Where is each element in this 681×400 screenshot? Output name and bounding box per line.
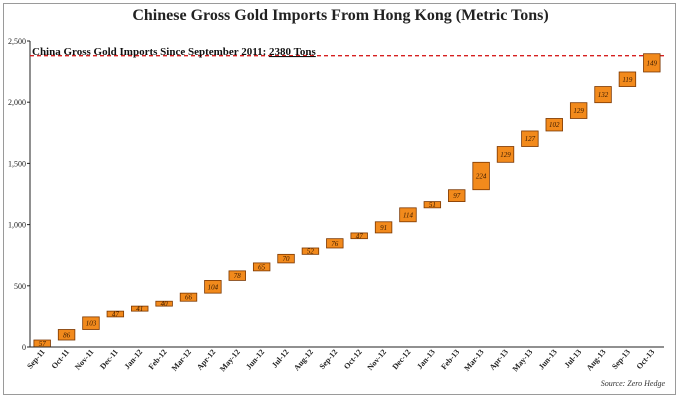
y-tick-label: 500	[14, 282, 26, 291]
annotation-label: China Gross Gold Imports Since September…	[32, 46, 269, 58]
waterfall-bar	[106, 310, 125, 318]
x-tick-label: Oct-11	[50, 348, 71, 371]
bar-value-label: 65	[258, 263, 266, 271]
bar-value-label: 104	[208, 283, 219, 291]
x-tick-label: Mar-12	[170, 348, 193, 373]
x-tick-label: Aug-12	[292, 348, 315, 373]
bar-value-label: 40	[161, 300, 169, 308]
bar-value-label: 51	[429, 201, 436, 209]
x-tick-label: Nov-11	[73, 348, 95, 372]
waterfall-bar	[618, 71, 637, 87]
bar-value-label: 129	[573, 107, 584, 115]
x-tick-label: Dec-12	[390, 348, 412, 372]
x-tick-label: May-13	[511, 348, 535, 374]
x-tick-label: Oct-13	[635, 348, 657, 371]
x-tick-label: Oct-12	[342, 348, 364, 371]
source-note: Source: Zero Hedge	[601, 379, 666, 388]
bar-value-label: 103	[86, 320, 97, 328]
x-tick-label: Jan-12	[123, 348, 145, 371]
x-tick-label: Jan-13	[415, 348, 437, 371]
y-tick-label: 0	[22, 343, 26, 352]
x-tick-label: Dec-11	[98, 348, 120, 371]
waterfall-bar	[131, 305, 149, 312]
waterfall-bar	[301, 247, 320, 255]
annotation-value: 2380 Tons	[269, 46, 316, 58]
waterfall-bar	[448, 189, 466, 202]
x-tick-label: Mar-13	[462, 348, 485, 373]
bar-value-label: 47	[112, 311, 120, 319]
chart-frame	[3, 3, 676, 395]
waterfall-bar	[374, 221, 393, 234]
bar-value-label: 91	[380, 224, 387, 232]
waterfall-bar	[545, 118, 563, 132]
bar-value-label: 70	[283, 255, 291, 263]
waterfall-bar	[155, 300, 173, 307]
x-axis: Sep-11 Oct-11 Nov-11 Dec-11 Jan-12 Feb-12 Mar-…	[25, 346, 664, 374]
x-tick-label: Jul-13	[563, 348, 584, 370]
bar-value-label: 114	[403, 211, 413, 219]
waterfall-bar	[82, 316, 100, 330]
chart-title: Chinese Gross Gold Imports From Hong Kon…	[132, 7, 549, 24]
waterfall-bar	[57, 329, 76, 341]
x-tick-label: Apr-13	[488, 348, 510, 372]
x-tick-label: Sep-12	[318, 348, 340, 371]
bars-group: 57 86 103 47 41 40 66 104 78 65 70 52 76 47 91 114 51 97 2…	[33, 53, 661, 348]
bar-value-label: 86	[63, 331, 71, 339]
bar-value-label: 66	[185, 294, 193, 302]
bar-value-label: 132	[598, 91, 609, 99]
bar-value-label: 129	[500, 151, 511, 159]
waterfall-bar	[423, 201, 442, 209]
y-tick-label: 1,000	[8, 221, 26, 230]
bar-value-label: 97	[453, 192, 461, 200]
bar-value-label: 57	[39, 340, 47, 348]
waterfall-bar	[521, 130, 539, 147]
y-tick-label: 2,500	[8, 37, 26, 46]
x-tick-label: Jun-13	[537, 348, 559, 372]
bar-value-label: 119	[622, 76, 632, 84]
y-axis: 0 500 1,000 1,500 2,000 2,500	[8, 37, 31, 352]
waterfall-bar	[496, 146, 515, 163]
bar-value-label: 76	[331, 240, 339, 248]
waterfall-bar	[569, 102, 588, 119]
x-tick-label: Apr-12	[195, 348, 217, 372]
waterfall-bar	[277, 253, 295, 264]
x-tick-label: Feb-12	[147, 348, 169, 372]
bar-value-label: 52	[307, 248, 315, 256]
bar-value-label: 41	[136, 305, 143, 313]
annotation-text: China Gross Gold Imports Since September…	[32, 46, 317, 58]
y-tick-label: 2,000	[8, 98, 26, 107]
x-tick-label: Aug-13	[585, 348, 608, 373]
waterfall-bar	[252, 262, 271, 272]
x-tick-label: Feb-13	[439, 348, 461, 372]
waterfall-bar	[326, 238, 344, 249]
bar-value-label: 47	[356, 232, 364, 240]
bar-value-label: 149	[647, 59, 658, 67]
x-tick-label: Nov-12	[365, 348, 388, 373]
bar-value-label: 127	[525, 135, 536, 143]
waterfall-bar	[594, 86, 612, 104]
x-tick-label: Sep-11	[25, 348, 46, 371]
x-tick-label: May-12	[218, 348, 242, 374]
waterfall-bar	[228, 270, 246, 281]
waterfall-bar	[399, 207, 417, 223]
x-tick-label: Jun-12	[244, 348, 266, 372]
bar-value-label: 78	[234, 272, 242, 280]
waterfall-bar	[472, 161, 490, 191]
x-tick-label: Sep-13	[610, 348, 632, 371]
waterfall-bar	[179, 292, 198, 302]
waterfall-bar	[350, 232, 368, 240]
y-tick-label: 1,500	[8, 159, 26, 168]
bar-value-label: 224	[476, 173, 487, 181]
waterfall-bar	[204, 280, 222, 294]
waterfall-bar	[643, 53, 661, 73]
bar-value-label: 102	[549, 121, 560, 129]
x-tick-label: Jul-12	[270, 348, 291, 370]
